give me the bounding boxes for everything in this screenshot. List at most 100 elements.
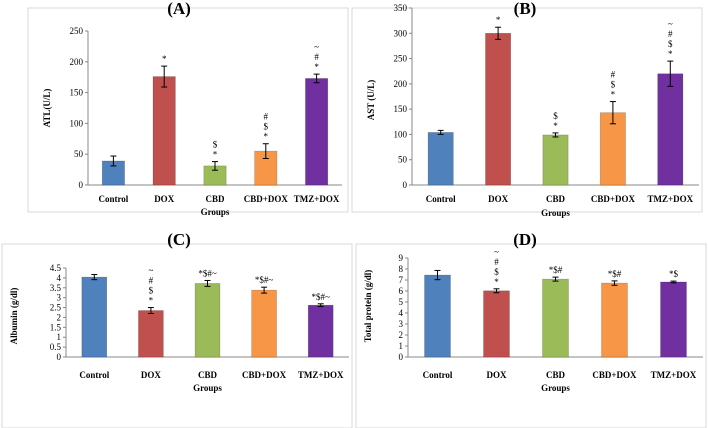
x-axis-label: Groups bbox=[541, 208, 570, 218]
x-tick-label: DOX bbox=[488, 194, 509, 204]
panel-title: (A) bbox=[167, 0, 191, 18]
y-tick-label: 1 bbox=[399, 341, 404, 351]
panel-title: (B) bbox=[514, 0, 537, 18]
significance-mark: # bbox=[611, 70, 616, 80]
significance-mark: * bbox=[149, 296, 154, 306]
y-tick-label: 250 bbox=[394, 54, 408, 64]
significance-mark: * bbox=[264, 132, 269, 142]
x-tick-label: DOX bbox=[141, 370, 162, 380]
bar-cbd bbox=[194, 283, 221, 358]
bar-dox bbox=[485, 32, 512, 186]
significance-mark: # bbox=[264, 112, 269, 122]
panel-frame bbox=[1, 243, 353, 428]
x-tick-label: CBD bbox=[546, 370, 566, 380]
y-axis-label: Total protein (g/dl) bbox=[363, 270, 373, 343]
y-tick-label: 8 bbox=[399, 264, 404, 274]
bar-tmz-dox bbox=[307, 304, 334, 358]
bar-cbd-dox bbox=[601, 282, 628, 358]
bar-dox bbox=[138, 310, 164, 358]
y-tick-label: 3.5 bbox=[50, 283, 62, 293]
panel-title: (D) bbox=[513, 230, 537, 249]
significance-mark: # bbox=[149, 276, 154, 286]
significance-mark: # bbox=[314, 52, 319, 62]
x-tick-label: CBD+DOX bbox=[591, 194, 636, 204]
y-tick-label: 4 bbox=[57, 273, 62, 283]
y-tick-label: 0 bbox=[403, 180, 408, 190]
y-tick-label: 1.5 bbox=[50, 322, 62, 332]
x-tick-label: TMZ+DOX bbox=[298, 370, 344, 380]
significance-mark: $ bbox=[494, 267, 499, 277]
y-tick-label: 2 bbox=[399, 330, 404, 340]
panel-title: (C) bbox=[167, 230, 191, 249]
bar-dox bbox=[483, 290, 510, 358]
significance-mark: $ bbox=[149, 286, 154, 296]
y-tick-label: 0 bbox=[399, 352, 404, 362]
panel-frame bbox=[27, 7, 349, 213]
significance-mark: ~ bbox=[314, 42, 319, 52]
y-tick-label: 0.5 bbox=[50, 342, 62, 352]
y-tick-label: 5 bbox=[399, 297, 404, 307]
x-tick-label: DOX bbox=[154, 194, 175, 204]
significance-mark: *$ bbox=[669, 269, 679, 279]
significance-mark: * bbox=[668, 49, 673, 59]
significance-mark: $ bbox=[264, 122, 269, 132]
significance-mark: # bbox=[668, 29, 673, 39]
panel-frame bbox=[355, 243, 707, 428]
y-tick-label: 350 bbox=[394, 3, 408, 13]
y-tick-label: 50 bbox=[74, 149, 84, 159]
x-tick-label: CBD bbox=[198, 370, 218, 380]
y-tick-label: 4 bbox=[399, 308, 404, 318]
y-tick-label: 250 bbox=[70, 26, 84, 36]
x-axis-label: Groups bbox=[193, 383, 222, 393]
x-axis-label: Groups bbox=[541, 383, 570, 393]
significance-mark: $ bbox=[213, 140, 218, 150]
y-tick-label: 3 bbox=[399, 319, 404, 329]
x-tick-label: TMZ+DOX bbox=[294, 194, 340, 204]
x-tick-label: CBD+DOX bbox=[244, 194, 289, 204]
bar-tmz-dox bbox=[305, 78, 329, 186]
bar-cbd bbox=[542, 134, 569, 186]
y-tick-label: 2.5 bbox=[50, 303, 62, 313]
bar-cbd-dox bbox=[251, 289, 277, 358]
y-tick-label: 200 bbox=[70, 57, 84, 67]
chart-panel-a: (A)050100150200250ATL(U/L)Control*DOX*$C… bbox=[27, 0, 349, 217]
significance-mark: *$# bbox=[549, 265, 563, 275]
significance-mark: $ bbox=[668, 39, 673, 49]
significance-mark: $ bbox=[611, 80, 616, 90]
bar-dox bbox=[152, 76, 176, 186]
significance-mark: ~ bbox=[494, 247, 499, 257]
bar-tmz-dox bbox=[657, 73, 684, 186]
significance-mark: * bbox=[162, 54, 167, 64]
bar-control bbox=[81, 276, 108, 358]
significance-mark: # bbox=[494, 257, 499, 267]
bar-cbd bbox=[542, 278, 569, 358]
y-tick-label: 1 bbox=[57, 332, 62, 342]
bar-control bbox=[424, 274, 451, 358]
x-tick-label: CBD+DOX bbox=[242, 370, 287, 380]
significance-mark: * bbox=[611, 90, 616, 100]
bar-tmz-dox bbox=[660, 281, 687, 358]
y-tick-label: 300 bbox=[394, 28, 408, 38]
x-tick-label: TMZ+DOX bbox=[651, 370, 697, 380]
significance-mark: *$#~ bbox=[255, 275, 274, 285]
y-tick-label: 3 bbox=[57, 293, 62, 303]
y-tick-label: 200 bbox=[394, 79, 408, 89]
x-tick-label: Control bbox=[423, 370, 453, 380]
y-axis-label: ATL(U/L) bbox=[42, 89, 52, 128]
significance-mark: *$# bbox=[608, 269, 622, 279]
significance-mark: ~ bbox=[148, 266, 153, 276]
y-tick-label: 9 bbox=[399, 253, 404, 263]
y-tick-label: 150 bbox=[70, 88, 84, 98]
chart-panel-c: (C) 00.511.522.533.544.5 Albumin (g/dl) Con… bbox=[1, 230, 353, 428]
significance-mark: * bbox=[553, 121, 558, 131]
significance-mark: *$#~ bbox=[198, 268, 217, 278]
y-tick-label: 100 bbox=[394, 129, 408, 139]
y-tick-label: 2 bbox=[57, 312, 62, 322]
x-tick-label: CBD+DOX bbox=[592, 370, 637, 380]
x-tick-label: CBD bbox=[546, 194, 566, 204]
y-tick-label: 7 bbox=[399, 275, 404, 285]
x-axis-label: Groups bbox=[201, 207, 230, 217]
chart-panel-b: (B) 0 50 100 150 200 250 300 350 AST (U/L) Control… bbox=[351, 0, 703, 218]
